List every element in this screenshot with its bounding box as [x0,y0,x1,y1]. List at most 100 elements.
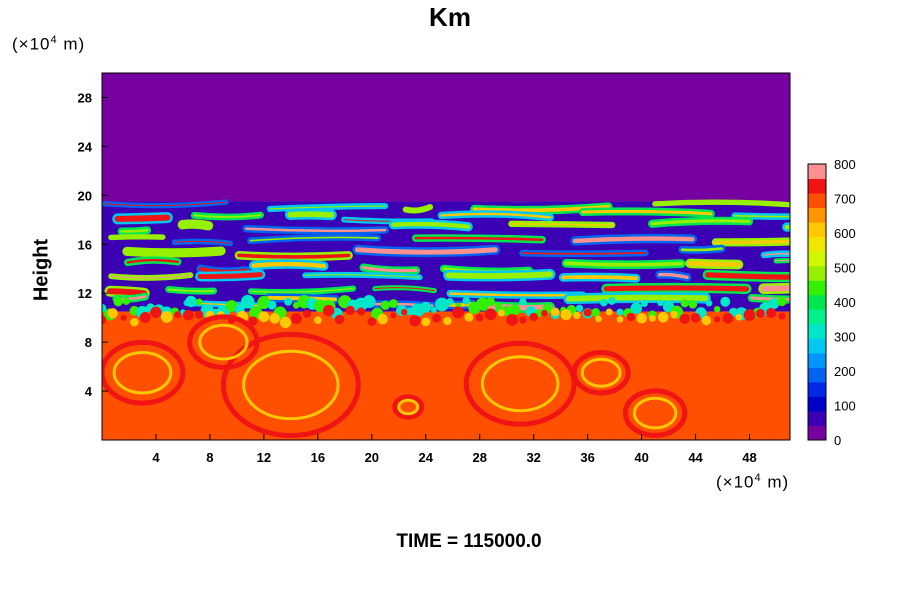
x-tick-label: 48 [742,450,756,465]
edge-blob [657,311,669,323]
streak-inner [445,271,553,279]
edge-blob [608,297,616,305]
streak-inner [561,275,638,281]
y-unit-base: (×10 [12,34,51,54]
edge-blob [322,304,335,317]
edge-blob [150,306,162,319]
edge-blob [519,298,527,306]
streak-inner [287,211,335,218]
edge-blob [446,297,454,306]
edge-blob [269,313,280,324]
edge-blob [550,307,560,317]
edge-blob [688,299,698,309]
colorbar-swatch [808,207,826,223]
edge-blob [714,316,721,323]
edge-blob [636,312,647,324]
edge-blob [267,300,277,310]
edge-blob [113,296,123,307]
edge-blob [284,297,293,306]
x-unit-exponent: 4 [754,472,762,484]
streak-inner [361,265,418,273]
colorbar-swatch [808,294,826,310]
edge-blob [605,308,613,316]
edge-blob [367,317,377,326]
edge-blob [432,313,442,323]
edge-blob [334,314,345,325]
edge-blob [464,312,474,322]
edge-blob [390,312,397,319]
x-tick-label: 28 [472,450,486,465]
edge-blob [529,312,538,322]
colorbar-swatch [808,323,826,339]
edge-blob [720,296,731,307]
edge-blob [462,296,471,305]
colorbar-swatch [808,338,826,354]
streak-inner [124,248,224,255]
eddy-ring [102,339,186,406]
streak-inner [733,214,790,218]
edge-blob [183,309,194,321]
colorbar-swatch [808,381,826,397]
colorbar-tick-label: 700 [834,192,856,207]
streak-inner [354,247,498,255]
plot-area [102,73,790,440]
colorbar-swatch [808,164,826,180]
edge-blob [690,313,701,323]
streak-inner [572,236,695,244]
x-tick-label: 44 [688,450,703,465]
eddy-ring [187,314,260,370]
colorbar-tick-label: 200 [834,364,856,379]
streak-inner [440,212,552,219]
streak-inner [750,296,790,302]
edge-blob [630,302,643,315]
streak-inner [760,285,790,292]
eddy-core [632,396,678,430]
edge-blob [778,312,786,320]
colorbar-tick-label: 0 [834,433,841,448]
edge-blob [506,314,518,326]
streak-inner [654,201,790,206]
colorbar-tick-label: 100 [834,399,856,414]
edge-blob [240,294,255,309]
edge-blob [475,313,484,322]
x-unit-tail: m) [761,472,790,492]
eddy-core [242,349,340,421]
edge-blob [509,304,521,316]
streak-inner [249,236,379,242]
eddy-core [112,350,173,395]
colorbar-swatch [808,193,826,209]
streak-inner [680,247,724,252]
turbulence-texture [102,199,790,439]
field-layer-0 [102,73,790,202]
edge-blob [777,296,787,307]
edge-blob [401,308,408,316]
edge-blob [705,299,713,307]
streak-inner [763,252,790,256]
edge-blob [560,309,572,321]
eddy-ring [571,349,631,396]
streak-inner [197,272,263,279]
edge-blob [583,308,592,317]
edge-blob [494,302,503,311]
edge-blob [107,308,118,319]
streak-inner [603,285,750,292]
y-tick-label: 20 [78,188,92,203]
streak-inner [126,258,180,264]
streak-inner [167,288,215,293]
edge-blob [713,305,721,313]
streak-inner [581,209,713,216]
colorbar-swatch [808,352,826,368]
x-tick-label: 12 [257,450,271,465]
edge-blob [484,308,497,321]
edge-blob [443,316,452,326]
colorbar-tick-label: 600 [834,226,856,241]
streak-inner [510,223,613,226]
edge-blob [362,294,376,308]
y-axis-unit: (×104 m) [12,34,85,55]
streak-inner [193,214,262,219]
edge-blob [575,304,584,312]
edge-blob [743,309,756,321]
streak-inner [269,205,386,210]
colorbar-tick-label: 500 [834,261,856,276]
